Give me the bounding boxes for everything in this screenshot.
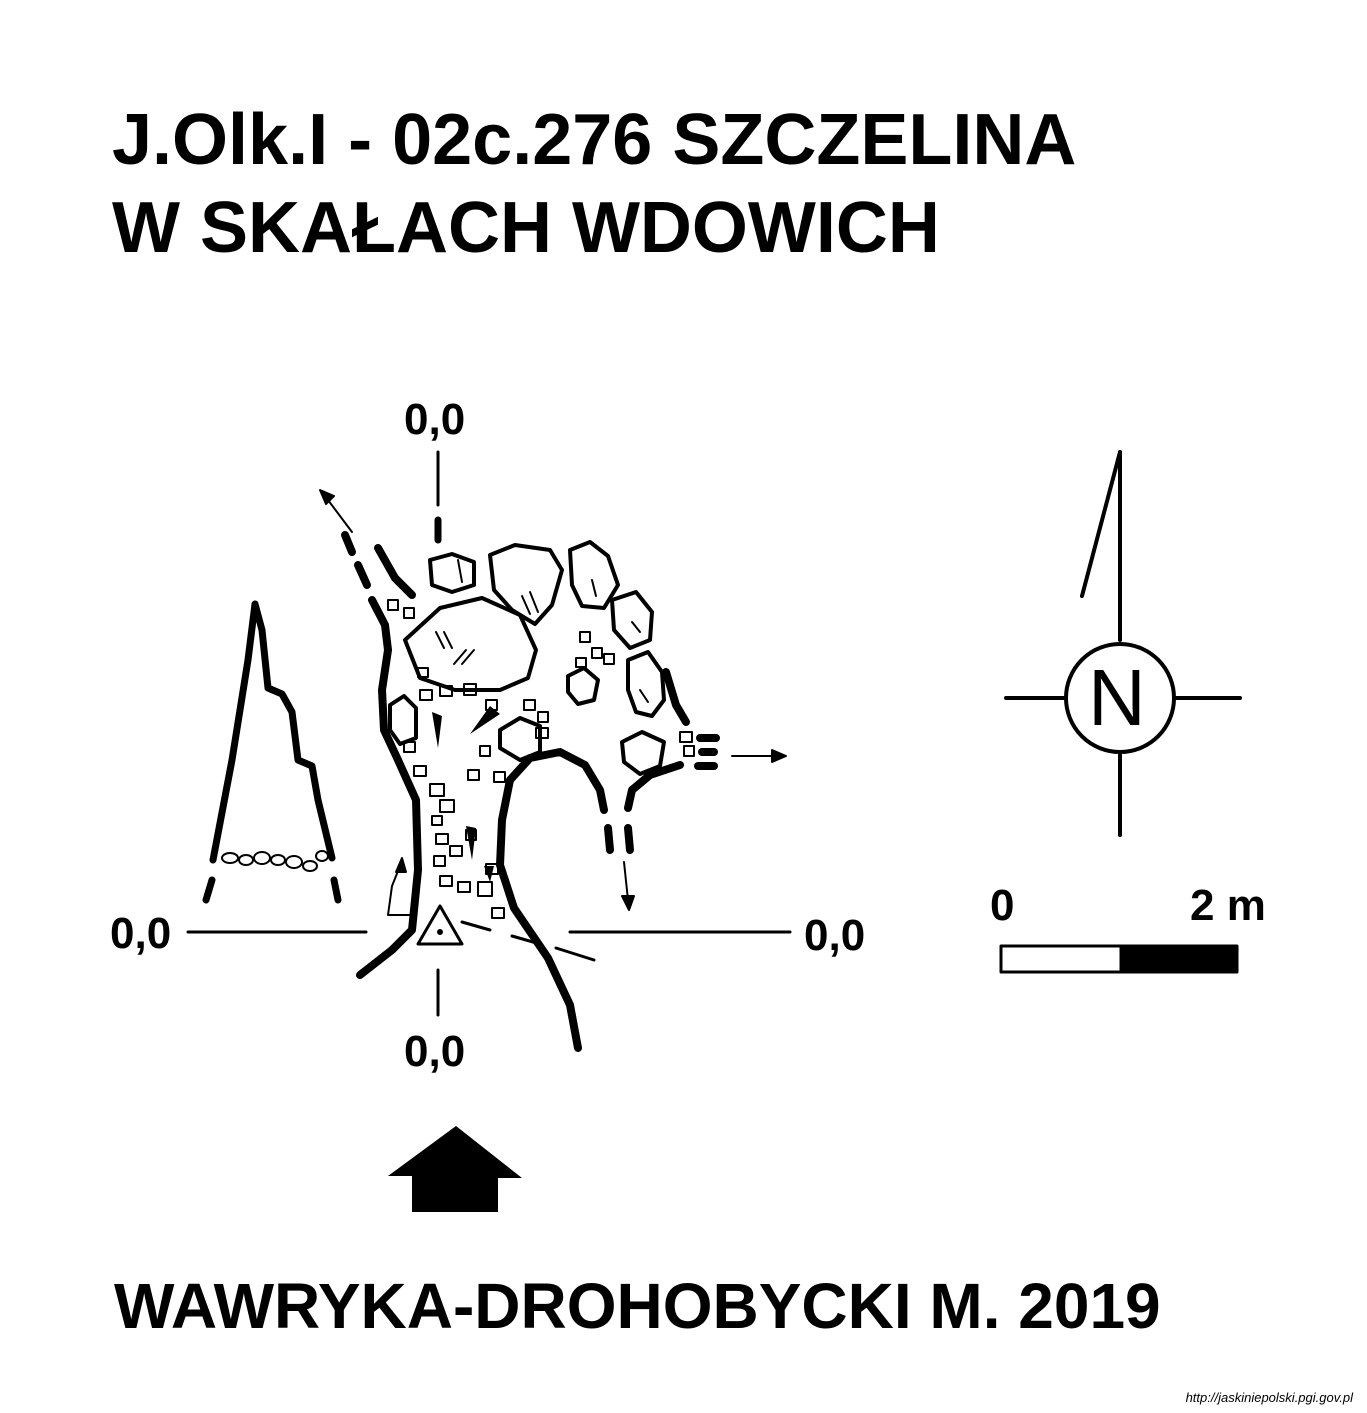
right-wall [496, 748, 608, 1052]
source-url: http://jaskiniepolski.pgi.gov.pl [1185, 1390, 1353, 1405]
rubble [387, 599, 695, 919]
slope-marker-2 [470, 706, 500, 734]
cross-section-profile [202, 600, 342, 904]
scale-label-end: 2 m [1190, 881, 1266, 930]
scale-bar-black [1119, 944, 1239, 974]
boulder-3 [568, 540, 620, 610]
boulder-4 [610, 590, 654, 650]
left-wall [356, 596, 422, 979]
right-wall-dash-2 [624, 824, 634, 854]
slope-marker-4 [484, 866, 494, 882]
boulder-10 [566, 666, 600, 706]
boulder-9 [620, 730, 666, 776]
section-label-left: 0,0 [110, 909, 172, 958]
profile-dash-left [202, 876, 216, 904]
arrow-northwest [324, 495, 353, 533]
cave-walls [341, 531, 720, 1052]
compass-needle-flag [1080, 450, 1122, 598]
slope-markers [432, 706, 500, 882]
profile-outline [209, 600, 336, 864]
title-line-2: W SKAŁACH WDOWICH [112, 188, 940, 268]
boulder-6 [428, 552, 476, 594]
upper-right-wall [662, 668, 690, 726]
boulder-hatching [435, 559, 649, 703]
left-wall-dash-1 [354, 561, 371, 589]
section-line-diagonal-3 [554, 946, 596, 962]
boulder-5 [626, 650, 666, 718]
survey-station [416, 904, 464, 946]
title-line-1: J.Olk.I - 02c.276 SZCZELINA [112, 100, 1077, 180]
section-label-right: 0,0 [804, 911, 866, 960]
scale-bar [999, 944, 1239, 974]
right-branch-wall [624, 761, 684, 812]
section-label-top: 0,0 [404, 395, 466, 444]
entrance-arrow-icon [388, 1126, 522, 1212]
boulder-2 [488, 543, 564, 626]
map-title: J.Olk.I - 02c.276 SZCZELINA W SKAŁACH WD… [112, 96, 1076, 272]
profile-rubble [221, 850, 329, 872]
boulder-7 [388, 694, 418, 746]
continuation-arrows [319, 489, 787, 916]
profile-dash-right [330, 876, 342, 904]
boulders [388, 540, 666, 776]
scale-bar-white [999, 944, 1123, 974]
scale-label-start: 0 [990, 881, 1015, 930]
section-line-diagonal [460, 920, 492, 932]
boulder-8 [498, 716, 542, 762]
arrow-south [623, 861, 629, 901]
author-credit: WAWRYKA-DROHOBYCKI M. 2019 [114, 1270, 1161, 1342]
slope-marker-1 [432, 712, 442, 748]
survey-triangle [416, 904, 464, 946]
compass-letter: N [1088, 653, 1146, 742]
slope-marker-3 [466, 826, 476, 860]
right-wall-dash-1 [604, 824, 614, 854]
arrow-entrance [387, 865, 411, 916]
section-lines [186, 450, 792, 1017]
left-inner-wall [374, 544, 416, 599]
boulder-large [403, 596, 538, 692]
section-label-bottom: 0,0 [404, 1027, 466, 1076]
compass-rose [1004, 450, 1242, 837]
left-wall-dash-2 [341, 531, 356, 556]
